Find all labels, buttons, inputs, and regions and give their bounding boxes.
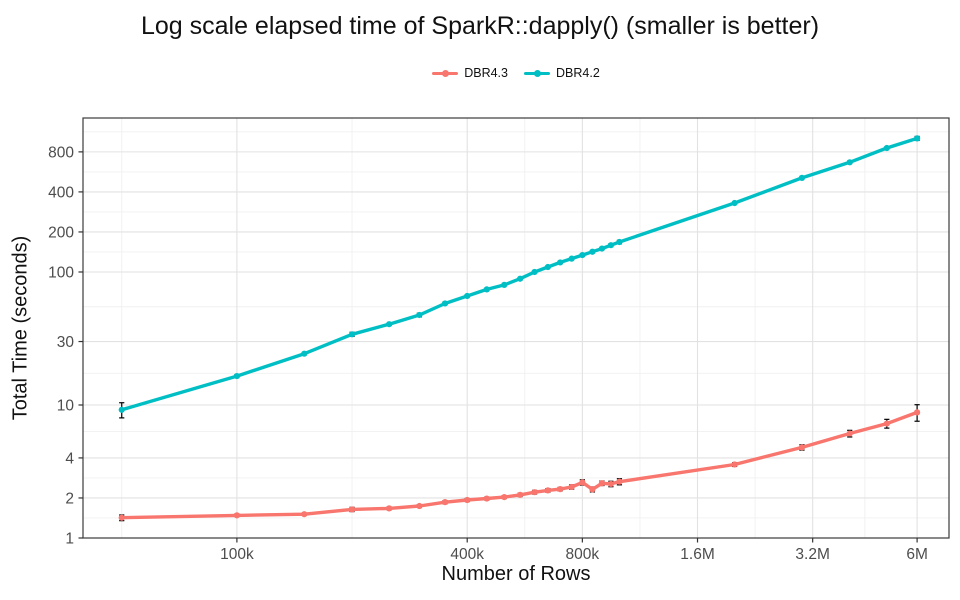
data-point-dbr4.2: [531, 268, 538, 276]
x-tick-label: 1.6M: [680, 546, 714, 563]
data-point-dbr4.3: [517, 491, 524, 498]
y-tick-label: 30: [57, 334, 75, 351]
data-point-dbr4.3: [464, 496, 471, 504]
data-point-dbr4.2: [301, 350, 308, 357]
data-point-dbr4.2: [616, 238, 623, 246]
data-point-dbr4.2: [118, 406, 125, 413]
data-point-dbr4.2: [416, 311, 423, 319]
data-point-dbr4.2: [233, 372, 240, 380]
legend-point-glyph: [533, 69, 541, 77]
data-point-dbr4.3: [233, 512, 240, 519]
x-axis-title: Number of Rows: [441, 563, 591, 585]
data-point-dbr4.2: [557, 259, 564, 266]
data-point-dbr4.3: [501, 494, 508, 501]
data-point-dbr4.2: [607, 242, 615, 249]
data-point-dbr4.3: [386, 505, 393, 512]
data-point-dbr4.3: [579, 479, 586, 486]
data-point-dbr4.2: [589, 248, 596, 255]
legend-key-dbr43: [432, 69, 459, 78]
data-point-dbr4.3: [607, 480, 615, 488]
data-point-dbr4.2: [598, 245, 606, 252]
legend-label-dbr42: DBR4.2: [556, 66, 600, 80]
y-tick-label: 1: [65, 531, 74, 548]
data-point-dbr4.2: [568, 255, 575, 262]
legend-item-dbr42: DBR4.2: [524, 66, 600, 80]
data-point-dbr4.3: [544, 487, 551, 494]
data-point-dbr4.2: [883, 144, 890, 152]
data-point-dbr4.3: [531, 489, 538, 496]
y-tick-label: 200: [48, 224, 74, 241]
data-point-dbr4.3: [483, 495, 490, 502]
legend-item-dbr43: DBR4.3: [432, 66, 508, 80]
data-point-dbr4.2: [579, 251, 586, 259]
data-point-dbr4.2: [846, 159, 853, 166]
data-point-dbr4.3: [883, 420, 890, 427]
data-point-dbr4.3: [301, 511, 308, 518]
data-point-dbr4.2: [731, 199, 738, 207]
data-point-dbr4.3: [589, 486, 596, 493]
x-tick-label: 400k: [450, 546, 484, 563]
data-point-dbr4.2: [914, 135, 921, 142]
data-point-dbr4.2: [464, 292, 471, 300]
y-tick-label: 4: [65, 450, 74, 467]
legend-point-glyph: [441, 69, 449, 77]
data-point-dbr4.2: [348, 331, 356, 338]
data-point-dbr4.3: [798, 444, 806, 451]
data-point-dbr4.2: [517, 275, 524, 282]
data-point-dbr4.3: [416, 502, 423, 510]
data-point-dbr4.2: [441, 300, 449, 307]
data-point-dbr4.3: [616, 478, 623, 485]
chart-title: Log scale elapsed time of SparkR::dapply…: [140, 12, 820, 40]
data-point-dbr4.3: [846, 430, 853, 437]
y-tick-label: 10: [57, 397, 75, 414]
panel-border: [82, 117, 950, 539]
data-point-dbr4.3: [348, 506, 356, 513]
data-point-dbr4.3: [568, 483, 575, 491]
data-point-dbr4.2: [544, 263, 551, 271]
y-tick-label: 800: [48, 144, 74, 161]
x-tick-label: 100k: [220, 546, 254, 563]
y-tick-label: 100: [48, 264, 74, 281]
y-tick-label: 2: [65, 490, 74, 507]
x-tick-label: 800k: [566, 546, 600, 563]
data-point-dbr4.3: [441, 499, 449, 506]
data-point-dbr4.2: [386, 321, 393, 328]
legend-key-dbr42: [524, 69, 550, 78]
data-point-dbr4.3: [731, 461, 738, 468]
y-tick-label: 400: [48, 184, 74, 201]
x-tick-label: 6M: [906, 546, 928, 563]
data-point-dbr4.2: [798, 174, 806, 181]
plot-panel: [83, 118, 949, 538]
data-point-dbr4.3: [598, 480, 606, 487]
legend-label-dbr43: DBR4.3: [464, 66, 508, 80]
data-point-dbr4.3: [914, 409, 921, 416]
data-point-dbr4.2: [483, 286, 490, 293]
legend: DBR4.3 DBR4.2: [83, 63, 949, 83]
data-point-dbr4.3: [557, 486, 564, 493]
data-point-dbr4.3: [118, 514, 125, 521]
x-tick-label: 3.2M: [795, 546, 829, 563]
data-point-dbr4.2: [501, 281, 508, 288]
